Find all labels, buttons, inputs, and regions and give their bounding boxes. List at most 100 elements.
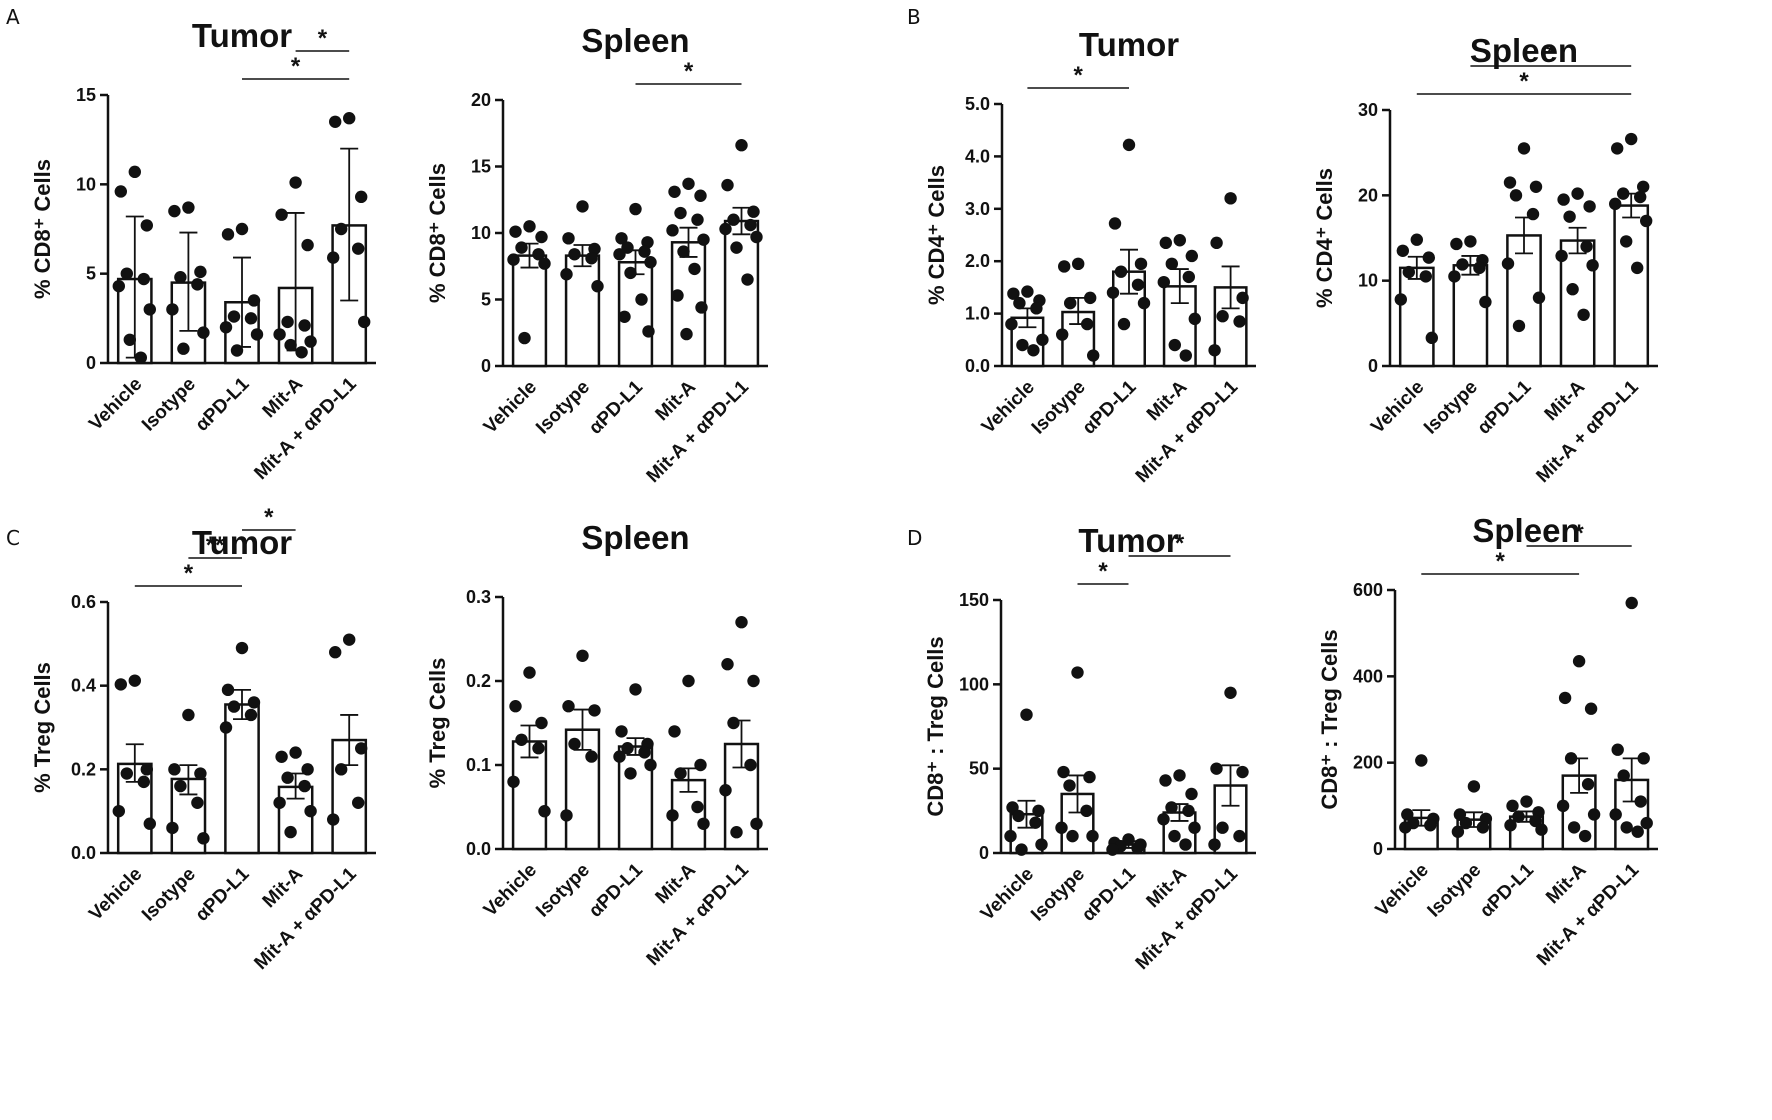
data-point [680,327,693,341]
data-point [1137,296,1151,310]
data-point [668,185,681,198]
data-point [244,312,258,325]
data-point [1464,235,1477,248]
data-point [1450,237,1463,251]
chart-3-tumor: Tumor % CD4⁺ Cells 0.0 1.0 2.0 3.0 4.0 5.0 Vehic… [924,26,1256,487]
significance-star: * [1175,530,1185,557]
data-point [1131,841,1144,855]
chart-6-spleen: Spleen % Treg Cells 0.0 0.1 0.2 0.3 VehicleIso… [425,519,768,970]
y-tick-label: 0.2 [71,759,96,779]
data-point [1027,344,1040,357]
data-point [730,241,743,254]
data-point [688,262,701,276]
y-tick-label: 0.3 [466,587,491,607]
data-point [1473,261,1486,275]
y-tick-label: 0.0 [466,839,491,859]
data-point [727,716,740,730]
data-point [197,326,210,339]
significance-star: * [184,560,194,587]
data-point [568,248,581,261]
panel-letter-c: C [6,526,20,550]
data-point [112,804,126,818]
data-point [691,800,704,814]
y-tick-label: 150 [959,590,989,610]
category-label-isotype: Isotype [1028,377,1090,439]
data-point [695,301,708,314]
data-point [644,256,657,269]
data-point [358,315,371,329]
data-point [1609,808,1622,821]
data-point [112,279,126,293]
data-point [1453,808,1467,821]
data-point [1080,804,1093,818]
data-point [1634,795,1647,808]
category-label-vehicle: Vehicle [85,864,146,925]
data-point [1179,838,1192,851]
data-point [1611,142,1624,155]
y-tick-label: 0 [1368,356,1378,376]
chart-7-tumor: Tumor CD8⁺ : Treg Cells 0 50 100 150 VehicleIs… [923,522,1256,974]
data-point [615,232,628,245]
y-tick-label: 30 [1358,100,1378,120]
data-point [1584,702,1598,715]
data-point [613,248,626,261]
category-label-apdl1: αPD-L1 [585,859,647,921]
data-point [613,750,626,763]
data-point [682,674,695,688]
data-point [1620,235,1633,248]
y-tick-label: 0.0 [71,843,96,863]
y-tick-label: 10 [1358,271,1378,291]
data-point [1208,838,1221,851]
y-axis-label: % Treg Cells [30,662,55,793]
data-point [507,775,520,788]
data-point [174,779,187,793]
data-point [1609,197,1622,211]
data-point [1084,291,1097,305]
data-point [1182,804,1195,818]
chart-4-spleen: Spleen % CD4⁺ Cells 0 10 20 30 VehicleIsotypeα… [1312,32,1658,487]
y-tick-label: 10 [471,223,491,243]
data-point [1036,333,1049,346]
data-point [1106,286,1120,299]
data-point [1394,293,1408,306]
chart-2-spleen: Spleen % CD8⁺ Cells 0 5 10 15 20 VehicleIsotype… [425,22,768,487]
category-label-isotype: Isotype [1027,864,1089,926]
category-label-vehicle: Vehicle [480,377,541,438]
data-point [1157,275,1171,289]
data-point [235,641,249,655]
data-point [666,224,679,237]
data-point [588,242,601,256]
data-point [1208,344,1221,357]
category-label-mita: Mit-A [1541,376,1590,425]
panel-letter-a: A [6,5,20,29]
data-point [562,700,575,713]
data-point [227,700,241,713]
data-point [1506,799,1519,813]
data-point [1063,779,1076,792]
data-point [221,228,235,241]
data-point [1236,765,1249,779]
data-point [329,115,342,128]
category-label-vehicle: Vehicle [978,377,1039,438]
significance-star: * [1546,40,1556,67]
data-point [1086,829,1099,843]
data-point [1159,236,1173,250]
data-point [1580,240,1593,253]
category-label-combo: Mit-A + αPD-L1 [1532,376,1643,487]
category-label-isotype: Isotype [532,860,594,922]
category-label-combo: Mit-A + αPD-L1 [250,863,361,974]
data-point [697,233,710,246]
data-point [576,200,589,213]
data-point [295,346,308,359]
data-point [741,273,754,286]
data-point [750,817,763,830]
y-axis-label: CD8⁺ : Treg Cells [1317,629,1342,809]
chart-title: Spleen [1470,32,1578,69]
data-point [114,678,128,691]
data-point [1566,283,1579,296]
data-point [1479,295,1492,309]
data-point [1402,265,1416,279]
data-point [194,265,207,279]
data-point [191,796,204,809]
data-point [638,746,651,759]
